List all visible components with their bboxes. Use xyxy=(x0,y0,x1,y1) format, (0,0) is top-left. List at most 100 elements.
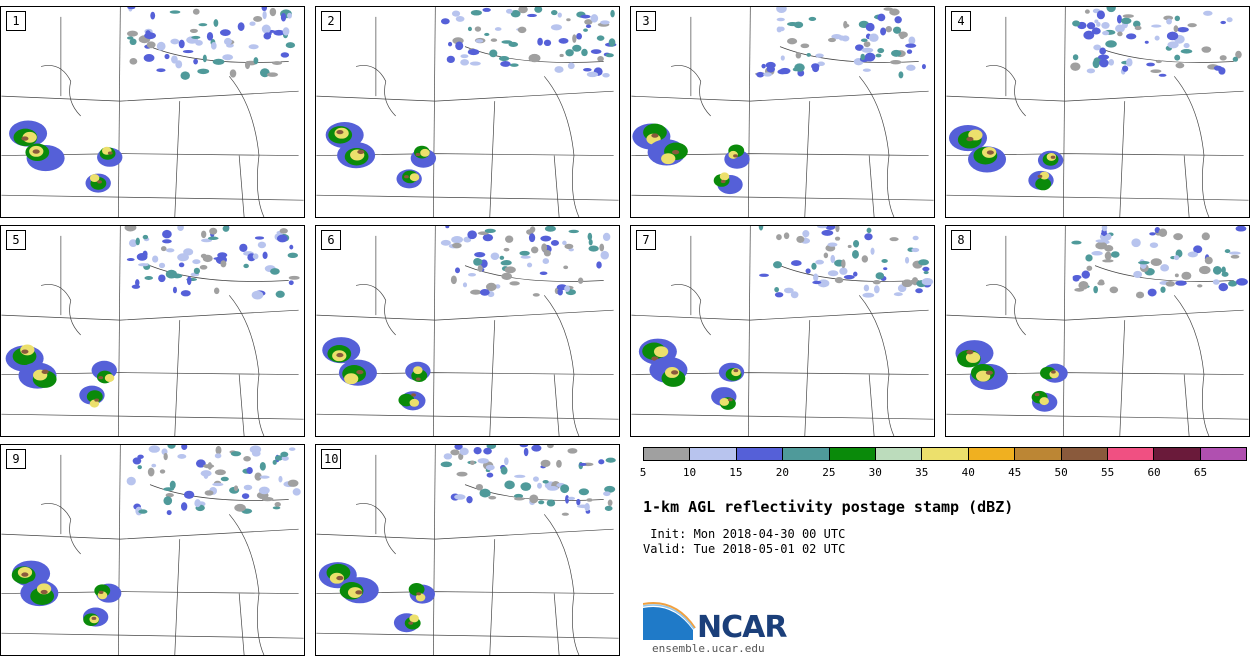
echo-cell xyxy=(178,262,185,268)
storm-cell xyxy=(98,590,104,594)
echo-cell xyxy=(1166,18,1172,25)
echo-cell xyxy=(1219,55,1227,61)
echo-cell xyxy=(287,479,299,487)
echo-cell xyxy=(241,493,250,500)
member-number-label: 1 xyxy=(6,11,26,31)
colorbar-tick-label: 50 xyxy=(1054,466,1068,479)
echo-cell xyxy=(288,280,294,286)
echo-cell xyxy=(796,235,805,243)
member-number-label: 4 xyxy=(951,11,971,31)
storm-cell xyxy=(409,614,419,623)
echo-cell xyxy=(222,226,230,232)
echo-cell xyxy=(862,292,875,298)
echo-cell xyxy=(847,244,852,248)
echo-cell xyxy=(541,243,548,253)
colorbar-segment xyxy=(644,448,691,460)
boundary-line xyxy=(229,76,265,217)
echo-cell xyxy=(817,279,830,288)
echo-cell xyxy=(1086,22,1096,30)
echo-cell xyxy=(802,230,810,238)
boundary-line xyxy=(946,90,1244,102)
colorbar-segment xyxy=(1015,448,1062,460)
echo-cell xyxy=(127,7,136,10)
boundary-line xyxy=(174,320,181,436)
echo-cell xyxy=(841,35,850,42)
echo-cell xyxy=(800,43,810,49)
echo-cell xyxy=(540,459,551,468)
stamp-panel-8: 8 xyxy=(945,225,1250,437)
echo-cell xyxy=(880,27,887,36)
echo-cell xyxy=(485,464,495,471)
echo-cell xyxy=(262,10,267,20)
echo-cell xyxy=(135,279,140,287)
storm-cell xyxy=(336,129,344,135)
storm-cell xyxy=(408,621,414,625)
boundary-line xyxy=(355,503,396,555)
echo-cell xyxy=(560,484,570,494)
colorbar-tick-label: 35 xyxy=(915,466,929,479)
echo-cell xyxy=(1102,30,1110,36)
echo-cell xyxy=(143,54,155,62)
storm-cell xyxy=(21,349,29,354)
echo-cell xyxy=(546,499,556,507)
echo-cell xyxy=(581,48,588,57)
echo-cell xyxy=(1165,281,1175,287)
storm-cell xyxy=(94,398,100,402)
echo-cell xyxy=(539,271,548,276)
echo-cell xyxy=(921,63,926,70)
colorbar-tick-label: 30 xyxy=(868,466,882,479)
echo-cell xyxy=(532,293,540,297)
echo-cell xyxy=(175,60,183,69)
echo-cell xyxy=(467,26,472,32)
echo-cell xyxy=(774,286,780,293)
echo-cell xyxy=(537,482,542,489)
echo-cell xyxy=(450,449,460,456)
echo-cell xyxy=(883,267,888,271)
boundary-line xyxy=(316,309,614,321)
echo-cell xyxy=(220,260,227,268)
echo-cell xyxy=(776,234,782,241)
echo-cell xyxy=(596,35,605,41)
echo-cell xyxy=(505,235,514,243)
echo-cell xyxy=(550,24,563,31)
valid-time: Valid: Tue 2018-05-01 02 UTC xyxy=(643,542,846,556)
map-background xyxy=(631,7,934,217)
echo-cell xyxy=(851,249,859,259)
echo-cell xyxy=(142,234,149,240)
echo-cell xyxy=(1081,270,1090,279)
echo-cell xyxy=(588,245,599,252)
boundary-line xyxy=(670,65,711,117)
storm-cell xyxy=(733,368,739,373)
echo-cell xyxy=(841,259,846,269)
colorbar-tick-label: 40 xyxy=(961,466,975,479)
boundary-line xyxy=(631,413,934,420)
echo-cell xyxy=(282,27,290,36)
echo-cell xyxy=(1203,10,1213,16)
echo-cell xyxy=(280,52,290,58)
echo-cell xyxy=(605,53,614,58)
echo-cell xyxy=(863,41,871,48)
echo-cell xyxy=(1221,266,1226,274)
boundary-line xyxy=(149,46,289,63)
echo-cell xyxy=(1095,239,1107,243)
colorbar-segment xyxy=(922,448,969,460)
echo-cell xyxy=(263,32,272,40)
echo-cell xyxy=(783,287,794,294)
echo-cell xyxy=(756,71,765,78)
echo-cell xyxy=(1204,256,1213,265)
echo-cell xyxy=(587,232,593,241)
echo-cell xyxy=(565,49,574,57)
boundary-line xyxy=(1183,374,1190,436)
echo-cell xyxy=(473,446,482,455)
echo-cell xyxy=(482,7,491,12)
echo-cell xyxy=(872,280,881,285)
boundary-line xyxy=(1,632,304,639)
boundary-line xyxy=(804,320,811,436)
storm-cell xyxy=(41,369,49,375)
echo-cell xyxy=(568,229,579,234)
echo-cell xyxy=(219,29,231,37)
echo-cell xyxy=(577,277,584,284)
storm-cell xyxy=(1034,392,1040,397)
storm-cell xyxy=(661,153,676,165)
echo-cell xyxy=(470,289,482,295)
